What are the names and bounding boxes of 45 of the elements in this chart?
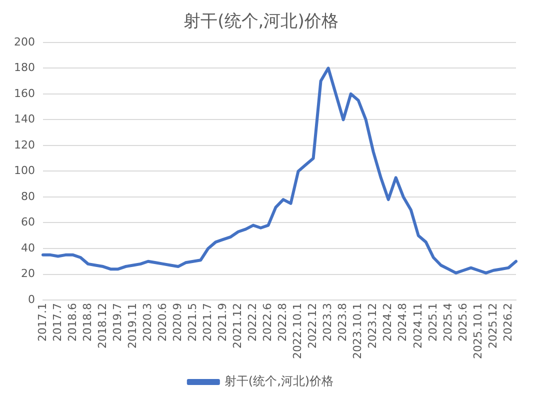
- x-tick-label: 2023.12: [366, 303, 380, 349]
- x-tick-label: 2018.6: [66, 303, 79, 342]
- y-tick-label: 120: [14, 138, 35, 152]
- x-tick-label: 2020.6: [156, 303, 169, 342]
- x-tick-label: 2025.1: [426, 303, 440, 342]
- y-tick-label: 200: [14, 35, 35, 48]
- x-tick-label: 2021.7: [201, 303, 214, 342]
- x-tick-label: 2022.8: [276, 303, 290, 342]
- x-tick-label: 2023.8: [336, 303, 350, 342]
- x-tick-label: 2022.2: [246, 303, 260, 342]
- x-tick-label: 2023.3: [321, 303, 334, 342]
- x-tick-label: 2018.12: [96, 303, 109, 349]
- x-tick-label: 2022.10.1: [291, 303, 304, 359]
- x-tick-label: 2018.8: [80, 303, 94, 342]
- x-tick-label: 2020.9: [171, 303, 184, 342]
- x-tick-label: 2024.8: [396, 303, 410, 342]
- x-tick-label: 2017.1: [36, 303, 49, 342]
- y-tick-label: 80: [20, 190, 35, 203]
- x-tick-label: 2022.6: [261, 303, 274, 342]
- x-tick-label: 2025.4: [441, 303, 454, 342]
- x-tick-label: 2021.12: [231, 303, 244, 349]
- x-tick-label: 2026.2: [501, 303, 514, 342]
- y-tick-label: 100: [14, 164, 35, 178]
- y-tick-label: 0: [28, 292, 35, 306]
- y-tick-label: 20: [20, 267, 35, 280]
- x-tick-label: 2024.2: [381, 303, 394, 342]
- x-tick-label: 2025.6: [456, 303, 470, 342]
- x-tick-label: 2025.12: [486, 303, 500, 349]
- x-tick-label: 2023.10.1: [351, 303, 364, 359]
- y-tick-label: 140: [14, 112, 35, 126]
- x-tick-label: 2024.11: [411, 303, 424, 349]
- y-tick-label: 60: [20, 216, 35, 229]
- x-tick-label: 2019.7: [110, 303, 124, 342]
- x-tick-label: 2025.10.1: [471, 303, 484, 359]
- x-tick-label: 2019.11: [126, 303, 139, 349]
- x-tick-label: 2017.7: [50, 303, 64, 342]
- x-tick-label: 2022.12: [306, 303, 320, 349]
- chart-title: 射干(统个,河北)价格: [184, 12, 338, 32]
- y-tick-label: 180: [14, 61, 35, 74]
- legend-label: 射干(统个,河北)价格: [224, 374, 334, 388]
- x-tick-label: 2020.3: [140, 303, 154, 342]
- x-tick-label: 2021.9: [216, 303, 230, 342]
- x-tick-label: 2021.5: [186, 303, 200, 342]
- y-tick-label: 40: [20, 241, 35, 254]
- y-tick-label: 160: [14, 86, 35, 100]
